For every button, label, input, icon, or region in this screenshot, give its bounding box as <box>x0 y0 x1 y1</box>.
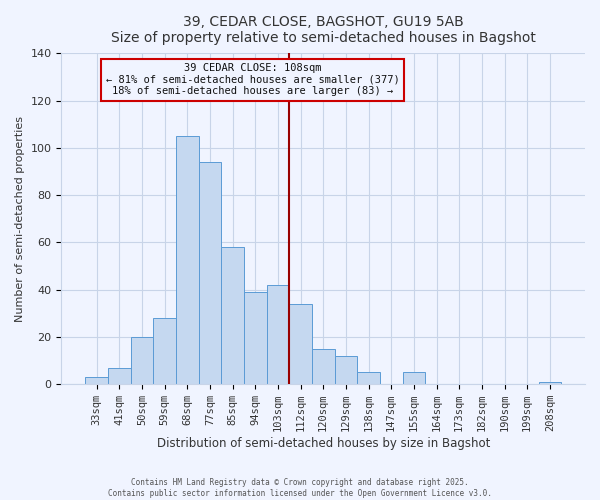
Bar <box>108 368 131 384</box>
Bar <box>85 377 108 384</box>
Bar <box>539 382 561 384</box>
Bar <box>403 372 425 384</box>
Bar <box>244 292 266 384</box>
Bar <box>153 318 176 384</box>
Bar <box>266 285 289 384</box>
Bar <box>176 136 199 384</box>
Text: Contains HM Land Registry data © Crown copyright and database right 2025.
Contai: Contains HM Land Registry data © Crown c… <box>108 478 492 498</box>
Bar <box>131 337 153 384</box>
Bar <box>199 162 221 384</box>
Title: 39, CEDAR CLOSE, BAGSHOT, GU19 5AB
Size of property relative to semi-detached ho: 39, CEDAR CLOSE, BAGSHOT, GU19 5AB Size … <box>111 15 536 45</box>
Text: 39 CEDAR CLOSE: 108sqm
← 81% of semi-detached houses are smaller (377)
18% of se: 39 CEDAR CLOSE: 108sqm ← 81% of semi-det… <box>106 63 400 96</box>
X-axis label: Distribution of semi-detached houses by size in Bagshot: Distribution of semi-detached houses by … <box>157 437 490 450</box>
Bar <box>289 304 312 384</box>
Bar <box>335 356 357 384</box>
Bar <box>357 372 380 384</box>
Y-axis label: Number of semi-detached properties: Number of semi-detached properties <box>15 116 25 322</box>
Bar <box>221 247 244 384</box>
Bar <box>312 349 335 384</box>
